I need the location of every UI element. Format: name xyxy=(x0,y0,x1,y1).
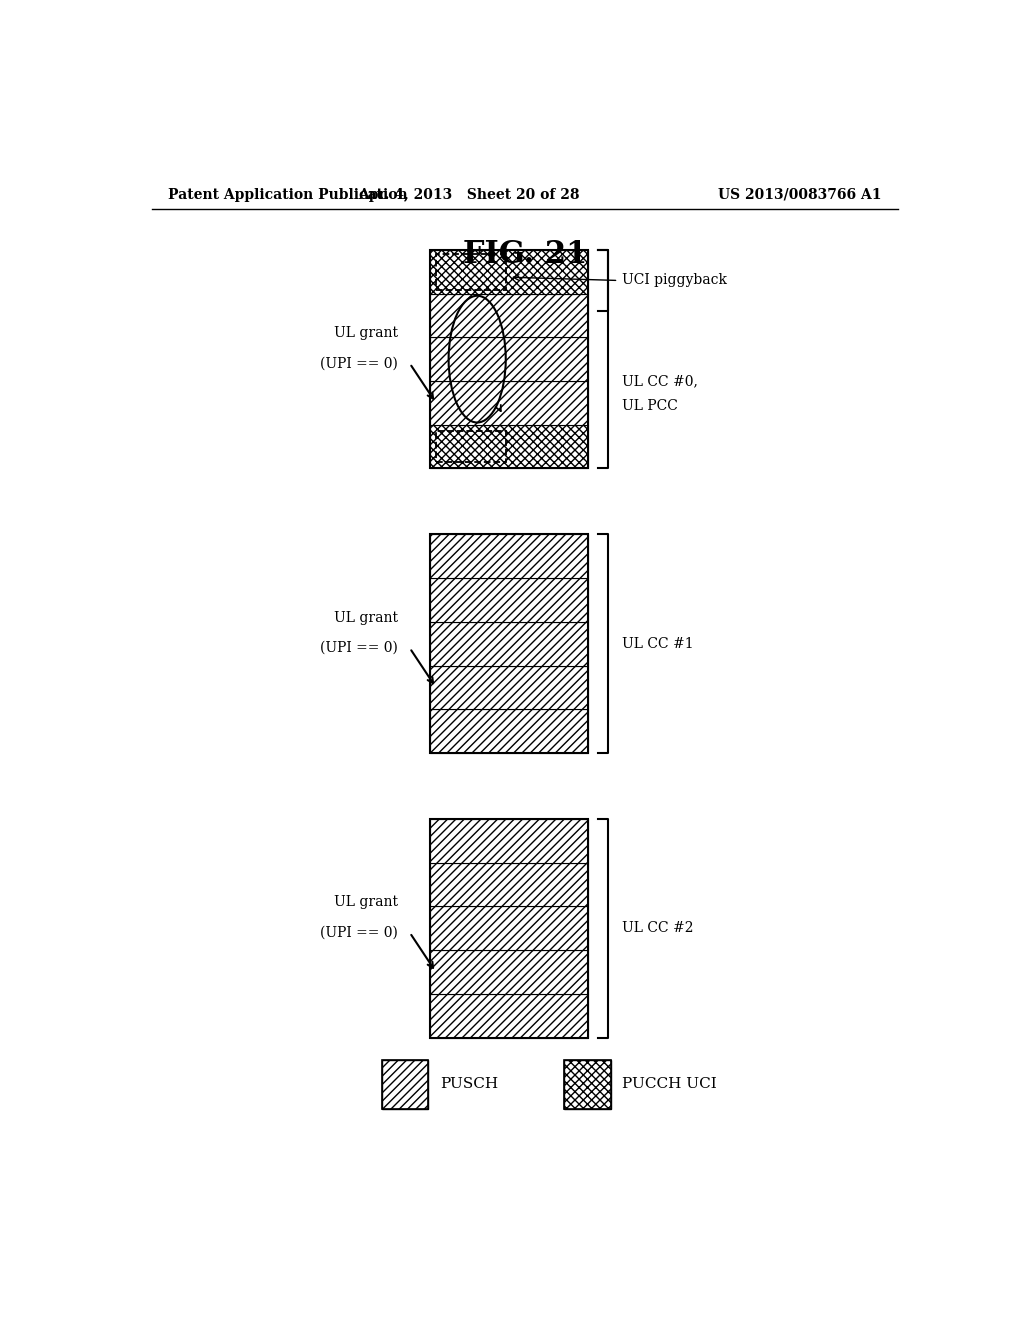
Bar xyxy=(430,338,589,381)
Text: UL grant: UL grant xyxy=(334,895,397,909)
Text: UL CC #2: UL CC #2 xyxy=(623,921,694,936)
Bar xyxy=(564,1060,610,1109)
Text: (UPI == 0): (UPI == 0) xyxy=(319,642,397,655)
Bar xyxy=(382,1060,428,1109)
Bar xyxy=(430,535,589,578)
Bar xyxy=(436,253,506,289)
Text: UCI piggyback: UCI piggyback xyxy=(623,273,727,288)
Bar xyxy=(430,818,589,863)
Text: Patent Application Publication: Patent Application Publication xyxy=(168,187,408,202)
Text: UL grant: UL grant xyxy=(334,326,397,341)
Bar xyxy=(430,622,589,665)
Bar xyxy=(564,1060,610,1109)
Bar xyxy=(430,818,589,1038)
Bar xyxy=(430,863,589,907)
Bar xyxy=(430,907,589,950)
Bar xyxy=(430,425,589,469)
Text: (UPI == 0): (UPI == 0) xyxy=(319,925,397,940)
Bar xyxy=(430,950,589,994)
Text: FIG. 21: FIG. 21 xyxy=(463,239,587,271)
Bar xyxy=(430,381,589,425)
Bar xyxy=(430,578,589,622)
Bar xyxy=(430,535,589,752)
Bar xyxy=(430,249,589,293)
Text: PUSCH: PUSCH xyxy=(440,1077,498,1092)
Bar xyxy=(430,249,589,469)
Bar xyxy=(430,665,589,709)
Bar xyxy=(436,430,506,462)
Bar xyxy=(382,1060,428,1109)
Bar xyxy=(430,293,589,338)
Bar xyxy=(430,994,589,1038)
Text: UL CC #1: UL CC #1 xyxy=(623,636,694,651)
Text: PUCCH UCI: PUCCH UCI xyxy=(623,1077,717,1092)
Text: UL CC #0,: UL CC #0, xyxy=(623,374,698,388)
Text: UL grant: UL grant xyxy=(334,611,397,624)
Text: (UPI == 0): (UPI == 0) xyxy=(319,356,397,371)
Text: US 2013/0083766 A1: US 2013/0083766 A1 xyxy=(719,187,882,202)
Bar xyxy=(430,709,589,752)
Text: Apr. 4, 2013   Sheet 20 of 28: Apr. 4, 2013 Sheet 20 of 28 xyxy=(358,187,580,202)
Text: UL PCC: UL PCC xyxy=(623,400,678,413)
